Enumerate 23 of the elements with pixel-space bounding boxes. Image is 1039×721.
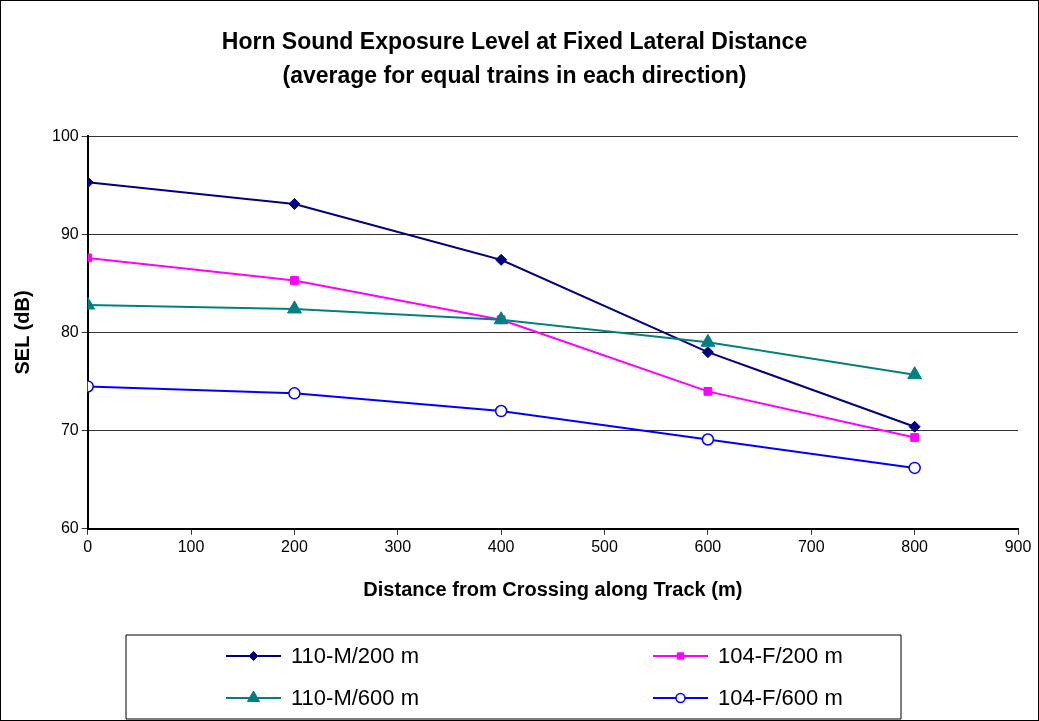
x-axis-title: Distance from Crossing along Track (m) bbox=[363, 577, 743, 600]
x-tick-label: 600 bbox=[694, 537, 722, 555]
y-tick-label: 90 bbox=[60, 224, 79, 242]
y-tick-label: 70 bbox=[60, 421, 79, 439]
x-tick-label: 0 bbox=[83, 537, 93, 555]
x-tick-label: 500 bbox=[591, 537, 618, 555]
chart-title: Horn Sound Exposure Level at Fixed Lateral Distance bbox=[221, 28, 808, 55]
x-tick-label: 100 bbox=[177, 537, 205, 555]
x-tick-label: 700 bbox=[797, 537, 825, 555]
legend-label: 110-M/200 m bbox=[291, 643, 419, 669]
x-tick-label: 200 bbox=[281, 537, 308, 555]
y-tick-label: 100 bbox=[51, 126, 79, 144]
y-tick-label: 80 bbox=[60, 322, 79, 340]
x-tick-label: 900 bbox=[1004, 537, 1032, 555]
legend-label: 110-M/600 m bbox=[291, 685, 419, 711]
x-tick-label: 300 bbox=[384, 537, 412, 555]
x-tick-label: 800 bbox=[901, 537, 929, 555]
chart-subtitle: (average for equal trains in each direction) bbox=[282, 61, 747, 88]
legend-label: 104-F/200 m bbox=[718, 643, 843, 669]
y-tick-label: 60 bbox=[60, 519, 79, 537]
legend-label: 104-F/600 m bbox=[718, 685, 843, 711]
x-tick-label: 400 bbox=[487, 537, 515, 555]
y-axis-title: SEL (dB) bbox=[10, 290, 33, 375]
